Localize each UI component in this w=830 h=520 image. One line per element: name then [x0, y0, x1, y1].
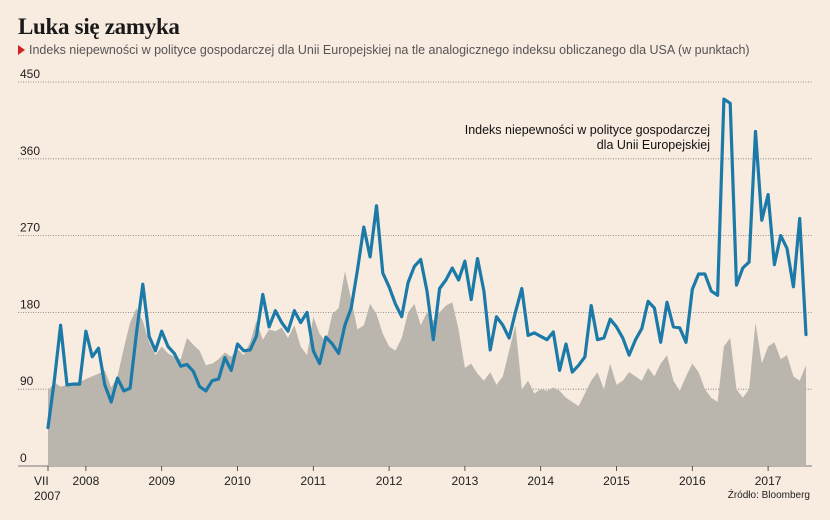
series-annotation: Indeks niepewności w polityce gospodarcz… — [465, 123, 710, 153]
x-tick-label: 2017 — [755, 474, 782, 488]
us-area-series — [48, 271, 806, 466]
y-tick-label: 90 — [20, 374, 34, 388]
triangle-marker-icon — [18, 45, 25, 55]
x-tick-label: VII — [34, 474, 49, 488]
x-tick-label: 2008 — [73, 474, 100, 488]
chart-subtitle: Indeks niepewności w polityce gospodarcz… — [18, 43, 750, 57]
annotation-line-1: Indeks niepewności w polityce gospodarcz… — [464, 123, 710, 137]
x-tick-label: 2012 — [376, 474, 403, 488]
source-note: Źródło: Bloomberg — [727, 490, 810, 501]
y-tick-label: 0 — [20, 451, 27, 465]
y-tick-label: 360 — [20, 144, 40, 158]
y-tick-label: 270 — [20, 221, 40, 235]
x-tick-label-year: 2007 — [34, 489, 61, 503]
eu-line-series — [46, 97, 808, 430]
x-tick-label: 2010 — [224, 474, 251, 488]
y-tick-label: 180 — [20, 297, 40, 311]
x-tick-label: 2011 — [300, 474, 326, 488]
y-tick-label: 450 — [20, 67, 40, 81]
x-tick-label: 2013 — [452, 474, 479, 488]
annotation-line-2: dla Unii Europejskiej — [596, 138, 710, 152]
x-tick-label: 2009 — [148, 474, 175, 488]
x-tick-label: 2015 — [603, 474, 630, 488]
subtitle-text: Indeks niepewności w polityce gospodarcz… — [29, 43, 750, 57]
x-tick-label: 2014 — [527, 474, 554, 488]
y-axis-ticks: 0 90 180 270 360 450 — [20, 67, 40, 465]
x-tick-label: 2016 — [679, 474, 706, 488]
chart-title: Luka się zamyka — [18, 14, 180, 39]
